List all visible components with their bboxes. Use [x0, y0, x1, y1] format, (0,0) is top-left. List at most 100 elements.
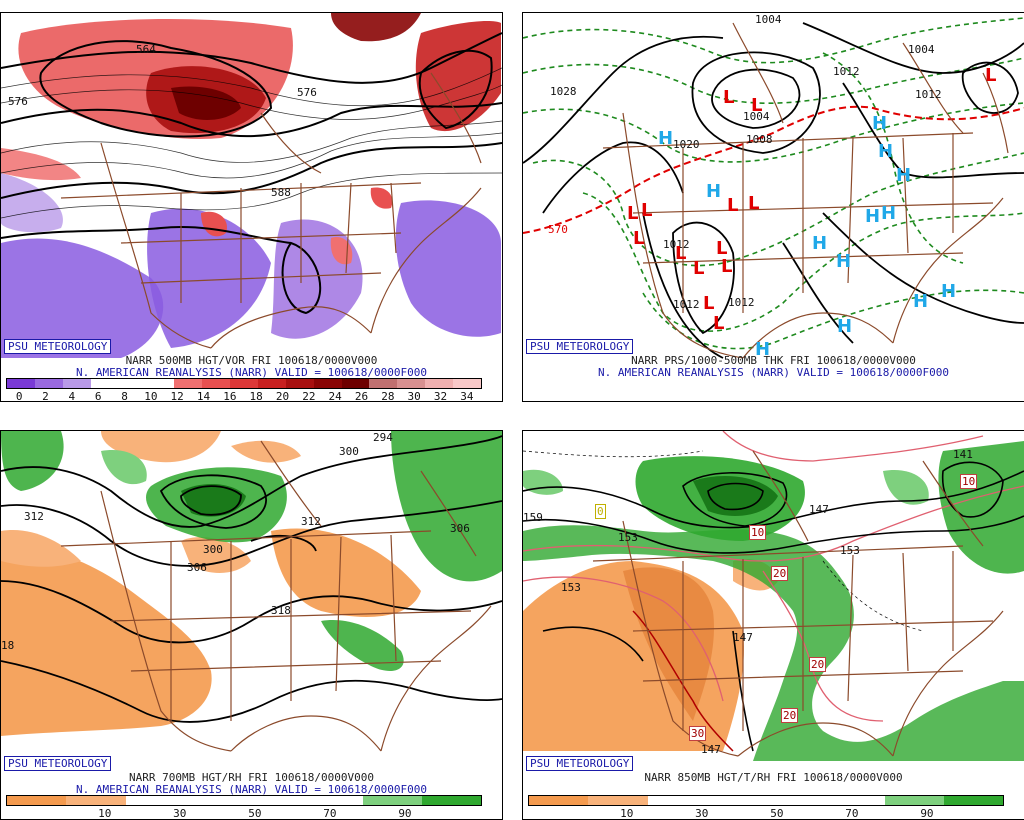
panel-500mb-vorticity: 564 576 576 588 PSU METEOROLOGY NARR 500…	[0, 12, 503, 402]
colorbar-swatch	[529, 796, 589, 805]
contour-label: 153	[561, 581, 581, 594]
colorbar-tick-label: 90	[920, 807, 934, 820]
panel-700mb-rh: 312 300 294 306 306 300 312 318 18 PSU M…	[0, 430, 503, 820]
colorbar-tick-label: 32	[433, 390, 448, 402]
contour-label: 570	[548, 223, 568, 236]
colorbar-ticks: 0 2 4 6 8 10 12 14 16 18 20 22 24 26 28 30 32 34	[6, 390, 480, 402]
colorbar-swatch	[125, 796, 185, 805]
contour-label: 306	[450, 522, 470, 535]
high-pressure-marker: H	[913, 291, 929, 312]
colorbar-swatch	[943, 796, 1003, 805]
colorbar-tick-label: 10	[98, 807, 112, 820]
map-valid-caption: N. AMERICAN REANALYSIS (NARR) VALID = 10…	[76, 783, 427, 796]
contour-label: 153	[618, 531, 638, 544]
contour-label: 159	[523, 511, 543, 524]
low-pressure-marker: L	[751, 95, 763, 116]
contour-label: 1012	[728, 296, 755, 309]
contour-label: 576	[8, 95, 28, 108]
temperature-label: 20	[781, 708, 799, 723]
low-pressure-marker: L	[716, 238, 728, 259]
contour-label: 1008	[746, 133, 773, 146]
colorbar-tick-label: 12	[170, 390, 184, 402]
colorbar-tick-label: 2	[42, 390, 49, 402]
colorbar-swatch	[184, 796, 244, 805]
colorbar-swatch	[202, 379, 230, 388]
high-pressure-marker: H	[658, 128, 674, 149]
colorbar-tick-label: 20	[275, 390, 290, 402]
brand-label: PSU METEOROLOGY	[526, 339, 634, 354]
rh700-map	[1, 431, 502, 752]
colorbar-tick-label: 16	[223, 390, 237, 402]
colorbar-swatch	[397, 379, 426, 388]
contour-label: 147	[733, 631, 753, 644]
panel-850mb-temperature-rh: 159 153 153 147 147 153 141 0 10 20 20 2…	[522, 430, 1024, 820]
colorbar-swatch	[66, 796, 126, 805]
low-pressure-marker: L	[985, 65, 997, 86]
colorbar-tick-label: 90	[398, 807, 412, 820]
contour-label: 306	[187, 561, 207, 574]
low-pressure-marker: L	[721, 256, 733, 277]
colorbar	[528, 795, 1004, 806]
rh850-map	[523, 431, 1024, 761]
low-pressure-marker: L	[675, 243, 687, 264]
colorbar-tick-label: 10	[620, 807, 634, 820]
colorbar-tick-label: 8	[121, 390, 128, 402]
colorbar-tick-label: 50	[770, 807, 784, 820]
colorbar-tick-label: 10	[144, 390, 158, 402]
colorbar-swatch	[884, 796, 944, 805]
contour-label: 147	[809, 503, 829, 516]
colorbar-swatch	[118, 379, 147, 388]
vorticity-map	[1, 13, 502, 358]
colorbar-tick-label: 24	[328, 390, 342, 402]
low-pressure-marker: L	[727, 195, 739, 216]
contour-label: 18	[1, 639, 15, 652]
colorbar-swatch	[34, 379, 63, 388]
colorbar-swatch	[62, 379, 91, 388]
colorbar-swatch	[453, 379, 481, 388]
colorbar-swatch	[244, 796, 304, 805]
colorbar-swatch	[369, 379, 398, 388]
contour-label: 1028	[550, 85, 577, 98]
contour-label: 1012	[915, 88, 942, 101]
panel-pressure-thickness: 1028 1004 1004 1012 1012 1012 1012 1008 …	[522, 12, 1024, 402]
colorbar-swatch	[421, 796, 481, 805]
map-valid-caption: N. AMERICAN REANALYSIS (NARR) VALID = 10…	[598, 366, 949, 379]
low-pressure-marker: L	[641, 200, 653, 221]
colorbar-tick-label: 30	[695, 807, 709, 820]
colorbar-swatch	[647, 796, 707, 805]
colorbar-ticks: 10 30 50 70 90	[6, 807, 480, 819]
temperature-label: 10	[960, 474, 978, 489]
high-pressure-marker: H	[706, 181, 722, 202]
colorbar-swatch	[825, 796, 885, 805]
contour-label: 1004	[743, 110, 770, 123]
colorbar-swatch	[706, 796, 766, 805]
colorbar-tick-label: 26	[354, 390, 369, 402]
brand-label: PSU METEOROLOGY	[526, 756, 634, 771]
low-pressure-marker: L	[633, 228, 645, 249]
temperature-label: 0	[595, 504, 606, 519]
colorbar-swatch	[7, 379, 35, 388]
map-caption: NARR PRS/1000-500MB THK FRI 100618/0000V…	[631, 354, 916, 367]
contour-label: 1004	[908, 43, 935, 56]
high-pressure-marker: H	[836, 251, 852, 272]
colorbar-swatch	[174, 379, 203, 388]
high-pressure-marker: H	[755, 339, 771, 360]
contour-label: 312	[24, 510, 44, 523]
colorbar-tick-label: 28	[381, 390, 395, 402]
contour-label: 1012	[663, 238, 690, 251]
low-pressure-marker: L	[723, 87, 735, 108]
colorbar-tick-label: 14	[196, 390, 211, 402]
high-pressure-marker: H	[878, 141, 894, 162]
contour-label: 312	[301, 515, 321, 528]
contour-label: 318	[271, 604, 291, 617]
colorbar-tick-label: 34	[460, 390, 474, 402]
temperature-label: 20	[809, 657, 827, 672]
colorbar-tick-label: 70	[845, 807, 859, 820]
colorbar-swatch	[588, 796, 648, 805]
high-pressure-marker: H	[896, 165, 912, 186]
contour-label: 294	[373, 431, 393, 444]
colorbar-tick-label: 4	[68, 390, 76, 402]
contour-label: 576	[297, 86, 317, 99]
colorbar-swatch	[362, 796, 422, 805]
colorbar-swatch	[341, 379, 370, 388]
